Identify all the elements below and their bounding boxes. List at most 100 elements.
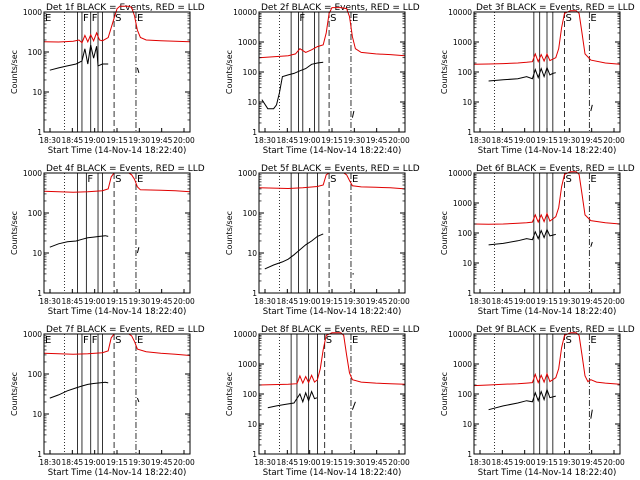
y-tick-label: 100	[28, 48, 43, 57]
events-series-line	[488, 228, 556, 246]
x-tick-label: 19:30	[559, 136, 581, 145]
mode-marker-label: S	[566, 335, 572, 346]
y-tick-label: 10000	[448, 330, 472, 339]
y-tick-label: 1	[252, 450, 257, 459]
panel-title: Det 3f BLACK = Events, RED = LLD	[476, 3, 635, 13]
y-tick-label: 10	[462, 98, 472, 107]
x-tick-label: 19:00	[299, 458, 321, 467]
x-tick-label: 20:00	[603, 297, 625, 306]
y-tick-label: 10000	[233, 330, 257, 339]
y-tick-label: 10	[32, 410, 42, 419]
panel-title: Det 4f BLACK = Events, RED = LLD	[46, 164, 205, 174]
plot-frame	[258, 172, 406, 294]
x-tick-label: 19:30	[344, 136, 366, 145]
x-tick-label: 18:45	[277, 458, 299, 467]
lld-series-line	[473, 332, 621, 387]
y-axis-label: Counts/sec	[225, 372, 234, 416]
y-tick-label: 1	[252, 128, 257, 137]
x-tick-label: 19:30	[344, 297, 366, 306]
x-tick-label: 19:00	[84, 297, 106, 306]
x-tick-label: 19:00	[514, 458, 536, 467]
y-tick-label: 1000	[23, 330, 42, 339]
y-tick-label: 1	[467, 128, 472, 137]
mode-marker-label: S	[330, 174, 336, 185]
y-tick-label: 1	[37, 128, 42, 137]
y-tick-label: 1000	[23, 169, 42, 178]
y-tick-label: 100	[458, 68, 473, 77]
x-axis-label: Start Time (14-Nov-14 18:22:40)	[478, 468, 617, 478]
panel-title: Det 1f BLACK = Events, RED = LLD	[46, 3, 205, 13]
lld-series-line	[473, 10, 621, 65]
y-axis-label: Counts/sec	[440, 50, 449, 94]
y-tick-label: 10	[462, 259, 472, 268]
x-tick-label: 19:30	[559, 458, 581, 467]
events-series-line	[351, 110, 355, 118]
y-tick-label: 100	[458, 229, 473, 238]
events-series-line	[136, 397, 140, 403]
y-tick-label: 10	[247, 249, 257, 258]
x-tick-label: 20:00	[603, 136, 625, 145]
x-tick-label: 18:45	[62, 297, 84, 306]
x-tick-label: 18:45	[62, 136, 84, 145]
mode-marker-label: E	[352, 335, 358, 346]
x-axis-label: Start Time (14-Nov-14 18:22:40)	[48, 307, 187, 317]
x-tick-label: 18:45	[492, 297, 514, 306]
x-tick-label: 19:30	[344, 458, 366, 467]
y-axis-label: Counts/sec	[225, 211, 234, 255]
mode-marker-label: E	[352, 174, 358, 185]
x-tick-label: 19:30	[129, 297, 151, 306]
y-tick-label: 1000	[453, 199, 472, 208]
y-tick-label: 1	[252, 289, 257, 298]
events-series-line	[488, 66, 556, 82]
x-axis-label: Start Time (14-Nov-14 18:22:40)	[263, 307, 402, 317]
x-tick-label: 20:00	[173, 136, 195, 145]
lld-series-line	[258, 7, 406, 59]
y-tick-label: 100	[28, 209, 43, 218]
x-tick-label: 19:45	[366, 136, 388, 145]
y-tick-label: 100	[243, 68, 258, 77]
x-tick-label: 19:45	[366, 458, 388, 467]
events-series-line	[590, 409, 593, 419]
y-axis-label: Counts/sec	[440, 372, 449, 416]
x-tick-label: 19:00	[84, 458, 106, 467]
x-axis-label: Start Time (14-Nov-14 18:22:40)	[263, 146, 402, 156]
panel-title: Det 8f BLACK = Events, RED = LLD	[261, 325, 420, 335]
x-tick-label: 18:30	[469, 297, 491, 306]
x-tick-label: 18:30	[254, 136, 276, 145]
y-tick-label: 1000	[238, 169, 257, 178]
mode-marker-label: S	[566, 13, 572, 24]
y-tick-label: 10	[32, 88, 42, 97]
y-tick-label: 1000	[453, 38, 472, 47]
y-tick-label: 1	[467, 450, 472, 459]
mode-marker-label: E	[137, 174, 143, 185]
x-tick-label: 18:30	[254, 458, 276, 467]
x-tick-label: 18:45	[277, 297, 299, 306]
y-axis-label: Counts/sec	[10, 50, 19, 94]
mode-marker-label: E	[137, 335, 143, 346]
panel-title: Det 7f BLACK = Events, RED = LLD	[46, 325, 205, 335]
events-series-line	[590, 104, 593, 112]
y-axis-label: Counts/sec	[225, 50, 234, 94]
y-tick-label: 1000	[238, 38, 257, 47]
x-tick-label: 19:15	[106, 297, 128, 306]
x-tick-label: 18:30	[39, 136, 61, 145]
events-series-line	[261, 61, 324, 110]
y-tick-label: 100	[243, 209, 258, 218]
lld-series-line	[258, 332, 406, 386]
x-tick-label: 19:45	[151, 297, 173, 306]
y-tick-label: 10	[32, 249, 42, 258]
y-tick-label: 1	[37, 450, 42, 459]
y-tick-label: 1000	[453, 360, 472, 369]
events-series-line	[351, 401, 356, 410]
x-axis-label: Start Time (14-Nov-14 18:22:40)	[48, 146, 187, 156]
mode-marker-label: E	[590, 335, 596, 346]
x-tick-label: 19:45	[366, 297, 388, 306]
y-tick-label: 100	[28, 370, 43, 379]
x-tick-label: 18:30	[254, 297, 276, 306]
